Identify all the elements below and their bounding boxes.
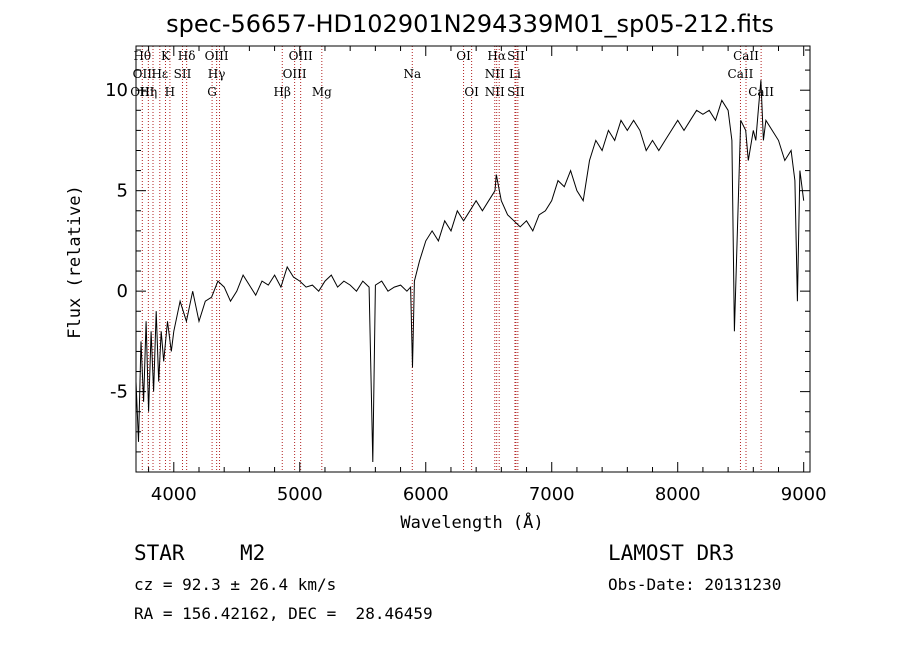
line-marker-label: H xyxy=(165,85,175,99)
x-tick-label: 7000 xyxy=(529,484,575,505)
spectrum-series xyxy=(135,80,805,463)
x-tick-label: 8000 xyxy=(655,484,701,505)
line-marker-label: Na xyxy=(403,67,421,81)
spectrum-chart: spec-56657-HD102901N294339M01_sp05-212.f… xyxy=(65,10,827,533)
y-axis-ticks: -5 0 5 10 xyxy=(105,49,810,473)
line-marker-label: OIII xyxy=(289,49,313,63)
line-marker-label: OI xyxy=(456,49,471,63)
emission-line-markers: HθOIIOIIIHηHεKHSIIHδGOIIIHγHβOIIIOIIIMgN… xyxy=(130,46,774,472)
line-marker-label: NII xyxy=(485,85,505,99)
object-class: STAR xyxy=(134,541,185,565)
line-marker-label: SII xyxy=(507,85,525,99)
survey-name: LAMOST DR3 xyxy=(608,541,735,565)
line-marker-label: Hε xyxy=(151,67,168,81)
y-tick-label: 0 xyxy=(117,281,128,302)
line-marker-label: K xyxy=(161,49,171,63)
x-tick-label: 6000 xyxy=(403,484,449,505)
plot-frame xyxy=(135,45,811,473)
y-tick-label: 10 xyxy=(105,80,128,101)
line-marker-label: Li xyxy=(509,67,521,81)
line-marker-label: OI xyxy=(464,85,479,99)
x-axis-label: Wavelength (Å) xyxy=(400,511,543,533)
spectrum-line xyxy=(135,80,805,463)
x-tick-label: 4000 xyxy=(151,484,197,505)
line-marker-label: Hδ xyxy=(178,49,196,63)
x-tick-label: 9000 xyxy=(781,484,827,505)
line-marker-label: SII xyxy=(174,67,192,81)
line-marker-label: Hα xyxy=(487,49,506,63)
y-tick-label: 5 xyxy=(117,181,128,202)
observation-date: Obs-Date: 20131230 xyxy=(608,575,782,594)
line-marker-label: Hθ xyxy=(133,49,151,63)
line-marker-label: CaII xyxy=(728,67,754,81)
x-axis-ticks: 4000 5000 6000 7000 8000 9000 xyxy=(148,46,827,505)
line-marker-label: OIII xyxy=(205,49,229,63)
line-marker-label: CaII xyxy=(733,49,759,63)
object-subclass: M2 xyxy=(240,541,266,565)
y-axis-label: Flux (relative) xyxy=(65,185,85,339)
chart-title: spec-56657-HD102901N294339M01_sp05-212.f… xyxy=(166,10,774,38)
coordinates: RA = 156.42162, DEC = 28.46459 xyxy=(134,604,433,623)
line-marker-label: Hβ xyxy=(274,85,291,99)
line-marker-label: OIII xyxy=(283,67,307,81)
line-marker-label: Hγ xyxy=(208,67,226,81)
x-tick-label: 5000 xyxy=(277,484,323,505)
line-marker-label: Mg xyxy=(312,85,332,99)
line-marker-label: Hη xyxy=(140,85,158,99)
redshift-velocity: cz = 92.3 ± 26.4 km/s xyxy=(134,575,337,594)
line-marker-label: G xyxy=(207,85,217,99)
line-marker-label: NII xyxy=(485,67,505,81)
line-marker-label: SII xyxy=(507,49,525,63)
y-tick-label: -5 xyxy=(110,382,128,403)
